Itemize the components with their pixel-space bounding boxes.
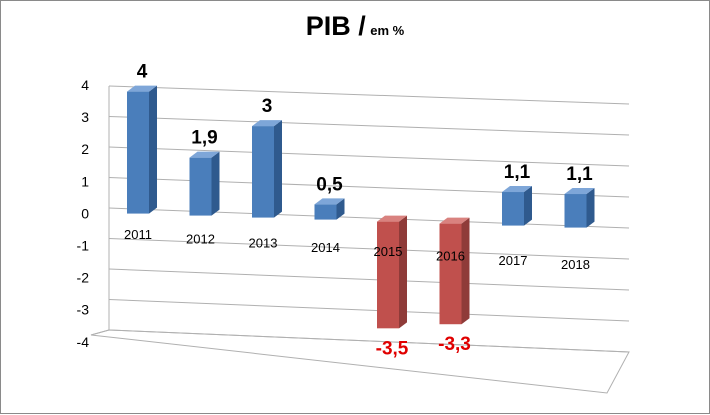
- data-label: 1,1: [566, 164, 593, 185]
- bar-front: [439, 223, 462, 325]
- grid-line: [108, 177, 630, 198]
- data-labels: 4 1,9 3 0,5 -3,5 -3,3 1,1 1,1: [137, 62, 593, 360]
- grid-lines: [90, 85, 630, 394]
- y-tick-label: -2: [77, 270, 90, 286]
- bar-side: [524, 186, 532, 226]
- bar-top: [189, 151, 220, 158]
- data-label: 3: [262, 96, 273, 117]
- grid-line: [108, 268, 630, 291]
- bar-2011: [127, 85, 157, 214]
- y-axis-ticks: 4 3 2 1 0 -1 -2 -3 -4: [77, 77, 90, 350]
- grid-line: [108, 85, 630, 105]
- grid-line: [108, 299, 630, 322]
- bar-side: [274, 120, 282, 218]
- category-label: 2014: [311, 240, 340, 255]
- bar-front: [377, 221, 399, 329]
- y-tick-label: 3: [81, 109, 89, 125]
- bar-2015: [377, 215, 407, 329]
- bar-top: [127, 85, 157, 92]
- bar-side: [586, 188, 595, 228]
- category-label: 2017: [499, 253, 528, 268]
- data-label: 1,1: [504, 162, 531, 183]
- category-label: 2013: [249, 236, 278, 251]
- bar-top: [314, 198, 345, 205]
- bar-2016: [439, 217, 470, 325]
- chart-title: PIB / em %: [1, 11, 709, 42]
- y-tick-label: -1: [77, 238, 90, 254]
- data-label: -3,3: [438, 334, 471, 355]
- y-tick-label: 0: [81, 205, 89, 221]
- bar-2013: [252, 120, 282, 218]
- bar-2012: [189, 151, 220, 216]
- category-label: 2016: [436, 249, 465, 264]
- y-tick-label: 1: [81, 173, 89, 189]
- x-axis-categories: 2011 2012 2013 2014 2015 2016 2017 2018: [124, 227, 590, 272]
- bar-top: [502, 186, 532, 193]
- bar-side: [149, 85, 157, 214]
- floor-left-edge: [90, 329, 110, 336]
- bar-front: [189, 157, 212, 216]
- data-label: 0,5: [316, 174, 343, 195]
- bar-top: [439, 217, 470, 224]
- bars: [127, 85, 595, 329]
- bar-front: [502, 192, 524, 226]
- grid-line: [108, 207, 630, 229]
- bar-front: [564, 194, 587, 228]
- bar-side: [211, 151, 220, 216]
- y-tick-label: -3: [77, 302, 90, 318]
- bar-front: [252, 126, 274, 218]
- bar-front: [127, 91, 149, 214]
- category-label: 2015: [374, 244, 403, 259]
- bar-top: [252, 120, 282, 127]
- y-tick-label: 2: [81, 141, 89, 157]
- floor-plane: [90, 329, 630, 394]
- bar-side: [461, 217, 470, 325]
- bar-2018: [564, 188, 595, 228]
- category-label: 2018: [561, 257, 590, 272]
- chart-title-unit: em %: [370, 23, 405, 38]
- chart-title-main: PIB /: [305, 11, 366, 41]
- y-tick-label: 4: [81, 77, 89, 93]
- y-tick-label: -4: [77, 334, 90, 350]
- grid-line: [108, 116, 630, 136]
- grid-line: [108, 146, 630, 167]
- data-label: 4: [137, 62, 148, 83]
- bar-2017: [502, 186, 532, 226]
- grid-line: [108, 238, 630, 260]
- bar-2014: [314, 198, 345, 220]
- bar-top: [377, 215, 407, 222]
- bar-front: [314, 204, 337, 220]
- bar-side: [336, 198, 345, 220]
- bar-top: [564, 188, 595, 195]
- bar-side: [399, 215, 407, 329]
- category-label: 2011: [124, 227, 152, 242]
- category-label: 2012: [186, 231, 215, 246]
- data-label: -3,5: [376, 338, 409, 359]
- data-label: 1,9: [191, 128, 217, 149]
